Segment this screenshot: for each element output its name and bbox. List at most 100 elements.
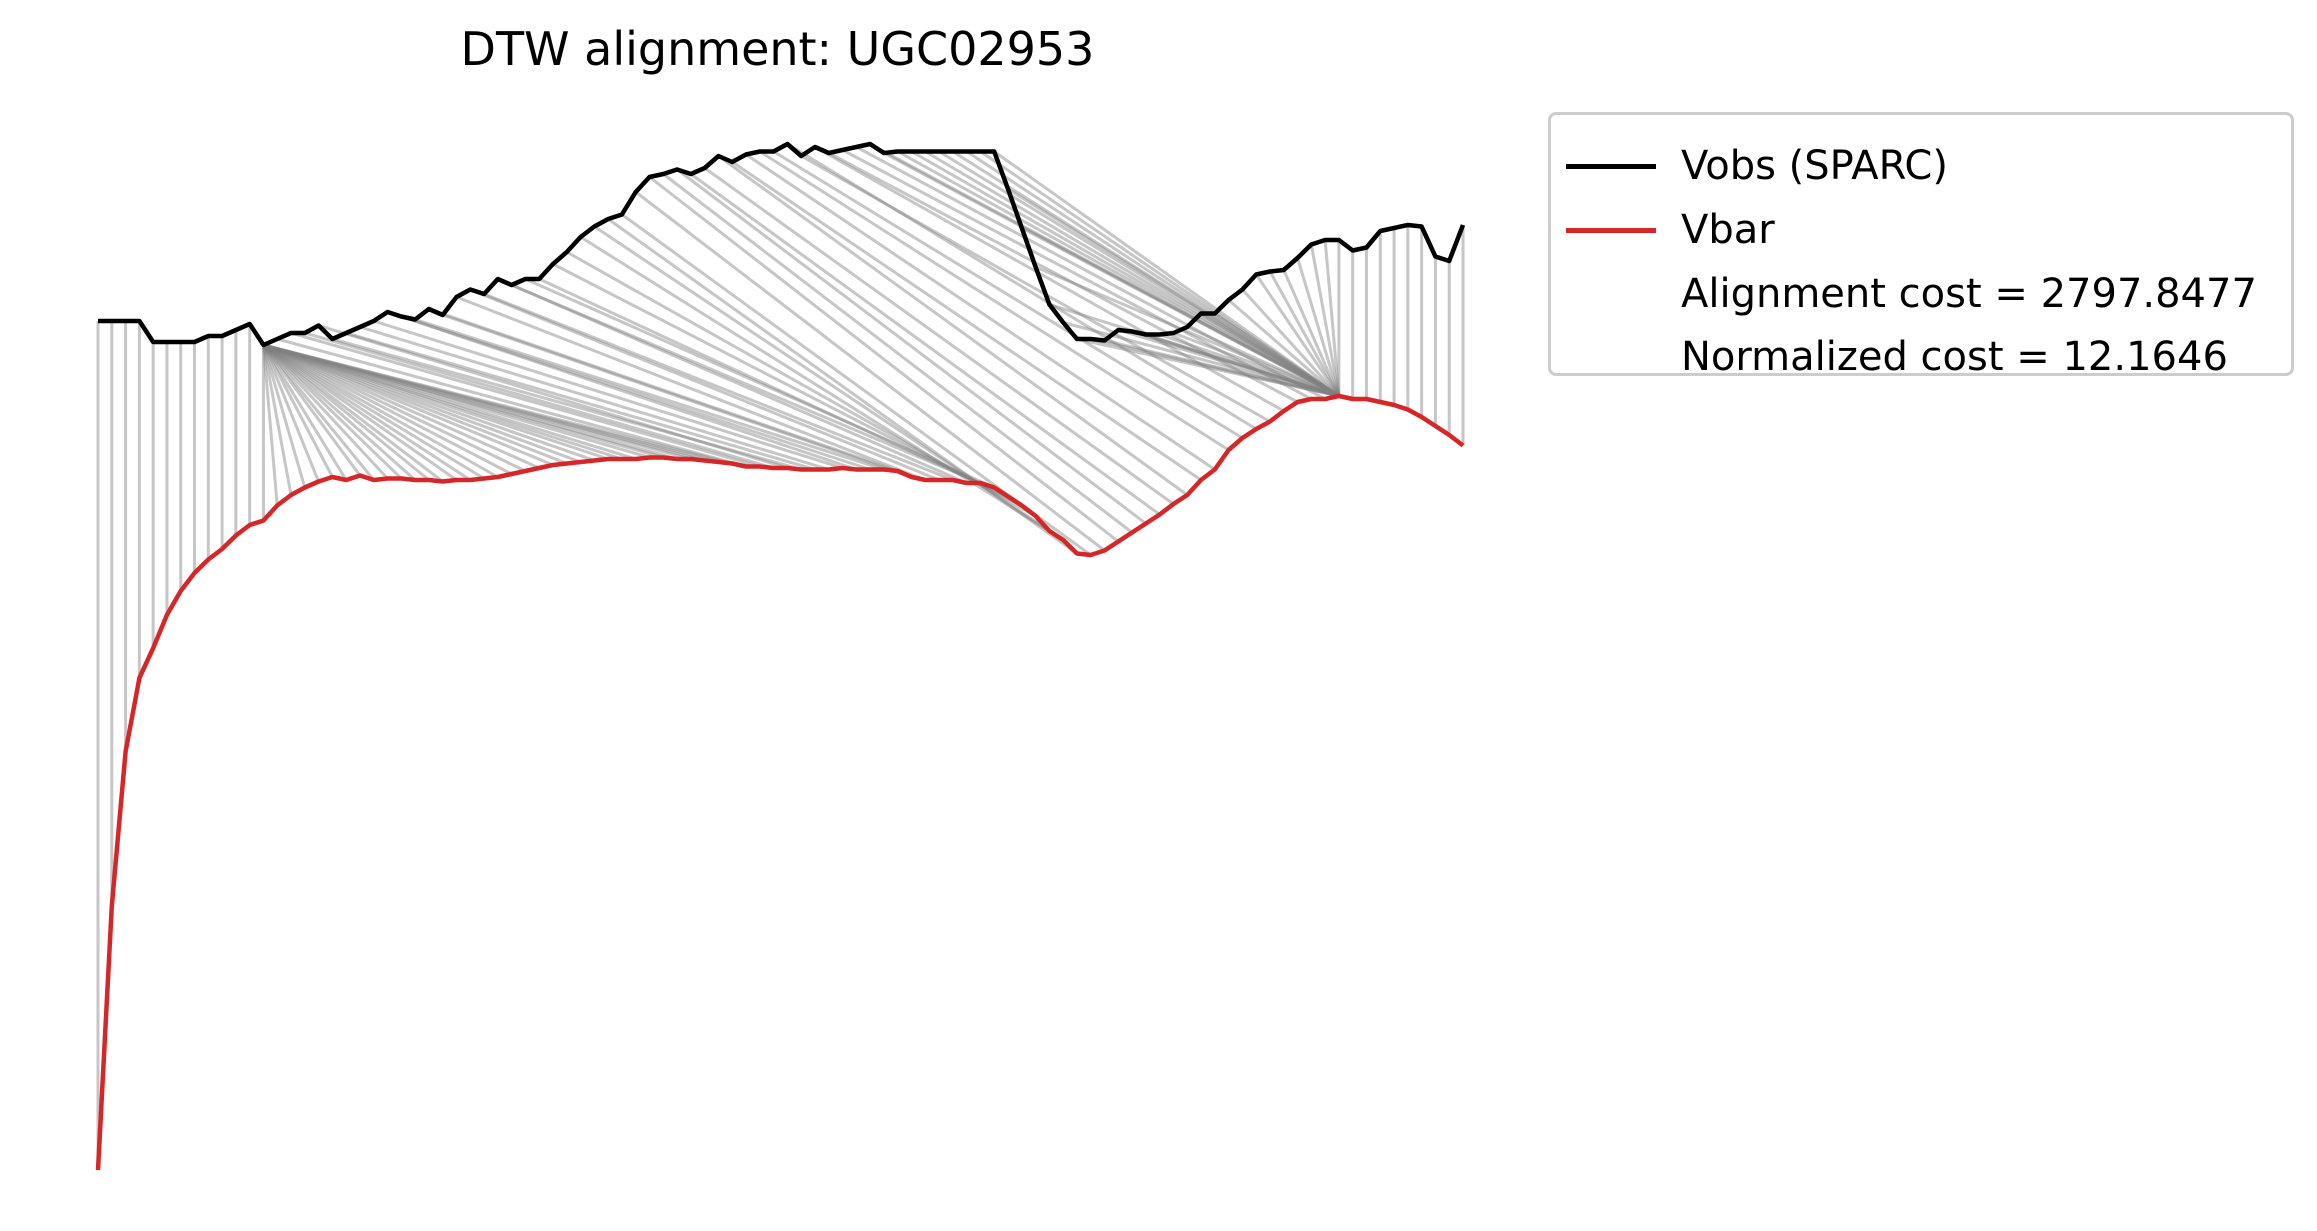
alignment-connector bbox=[261, 344, 279, 506]
alignment-connector bbox=[262, 344, 334, 478]
alignment-connector bbox=[261, 344, 293, 496]
alignment-connector bbox=[1034, 265, 1340, 398]
series-layer bbox=[95, 141, 1466, 1171]
series-line-vbar bbox=[95, 393, 1465, 1171]
alignment-connector bbox=[262, 344, 362, 477]
alignment-connector bbox=[442, 313, 912, 479]
alignment-connector bbox=[304, 331, 775, 470]
alignment-connector bbox=[469, 288, 940, 482]
alignment-connector bbox=[373, 319, 843, 470]
alignment-connector bbox=[924, 150, 1340, 398]
alignment-connector bbox=[1200, 312, 1340, 398]
alignment-connector bbox=[262, 343, 582, 464]
alignment-connector bbox=[262, 343, 527, 473]
alignment-connector bbox=[717, 154, 1189, 497]
alignment-connector bbox=[387, 310, 857, 471]
alignment-connector bbox=[828, 151, 1299, 404]
alignment-connector bbox=[538, 277, 1009, 498]
legend-label-normalized-cost: Normalized cost = 12.1646 bbox=[1681, 334, 2228, 380]
alignment-connector bbox=[993, 150, 1340, 398]
legend: Vobs (SPARC) Vbar Alignment cost = 2797.… bbox=[1548, 112, 2294, 380]
legend-item-alignment-cost: Alignment cost = 2797.8477 bbox=[1551, 265, 2291, 325]
alignment-connector bbox=[263, 343, 664, 459]
alignment-connector bbox=[262, 343, 417, 482]
alignment-connector bbox=[786, 142, 1257, 431]
alignment-connector bbox=[1323, 239, 1341, 397]
alignment-connector bbox=[689, 172, 1161, 516]
alignment-connector bbox=[262, 343, 485, 480]
legend-item-normalized-cost: Normalized cost = 12.1646 bbox=[1551, 328, 2291, 388]
alignment-connector bbox=[910, 150, 1340, 398]
alignment-connector bbox=[814, 145, 1285, 413]
alignment-connector bbox=[263, 343, 678, 461]
alignment-connector bbox=[483, 292, 954, 482]
alignment-connector bbox=[979, 150, 1340, 398]
legend-swatch-vobs bbox=[1566, 164, 1656, 169]
alignment-connector bbox=[1021, 226, 1340, 398]
alignment-connector bbox=[331, 337, 802, 471]
alignment-connector bbox=[262, 343, 568, 465]
alignment-connector bbox=[952, 150, 1340, 398]
legend-item-vbar: Vbar bbox=[1551, 201, 2291, 261]
alignment-connector bbox=[414, 318, 885, 471]
alignment-connector bbox=[276, 337, 747, 468]
alignment-connector bbox=[869, 142, 1340, 398]
legend-swatch-vbar bbox=[1566, 228, 1656, 233]
alignment-connector bbox=[896, 150, 1340, 398]
alignment-connector bbox=[290, 331, 761, 468]
alignment-connector bbox=[262, 343, 458, 482]
alignment-connector bbox=[703, 166, 1175, 506]
alignment-connector bbox=[262, 343, 609, 461]
alignment-connector bbox=[262, 344, 375, 481]
alignment-connector bbox=[745, 153, 1216, 471]
alignment-connector bbox=[634, 190, 1106, 552]
alignment-connector bbox=[1159, 333, 1340, 398]
alignment-connector bbox=[262, 344, 307, 488]
alignment-connector bbox=[263, 343, 706, 462]
legend-label-vbar: Vbar bbox=[1681, 207, 1775, 253]
alignment-connector bbox=[262, 343, 623, 461]
alignment-connector bbox=[1268, 270, 1341, 397]
alignment-connector bbox=[1241, 288, 1341, 398]
alignment-connector bbox=[1104, 339, 1340, 398]
alignment-connector bbox=[455, 295, 926, 482]
alignment-connector bbox=[759, 150, 1230, 452]
alignment-connector bbox=[262, 343, 540, 470]
alignment-connector bbox=[400, 315, 871, 471]
alignment-connector bbox=[262, 343, 595, 462]
alignment-connector bbox=[883, 151, 1340, 398]
alignment-connector bbox=[263, 343, 650, 459]
alignment-connector bbox=[262, 343, 499, 479]
alignment-connector bbox=[1296, 257, 1341, 397]
alignment-connector bbox=[263, 343, 637, 461]
legend-label-vobs: Vobs (SPARC) bbox=[1681, 143, 1948, 189]
alignment-connector bbox=[648, 175, 1120, 543]
alignment-connector bbox=[662, 172, 1134, 534]
alignment-connector bbox=[731, 160, 1202, 482]
alignment-connector bbox=[772, 150, 1244, 440]
series-line-vobs bbox=[98, 141, 1466, 348]
alignment-connector bbox=[938, 150, 1340, 398]
alignment-connector bbox=[1309, 244, 1341, 397]
alignment-connector bbox=[524, 277, 995, 489]
alignment-connector bbox=[1007, 187, 1340, 398]
alignment-connector bbox=[676, 168, 1147, 525]
alignment-connector bbox=[263, 343, 719, 464]
alignment-connector bbox=[855, 145, 1326, 401]
alignment-connector bbox=[1213, 312, 1340, 398]
alignment-connector bbox=[1076, 337, 1340, 398]
alignment-connector bbox=[345, 331, 816, 471]
alignment-connector bbox=[263, 343, 692, 461]
alignment-connector bbox=[428, 307, 899, 473]
legend-label-alignment-cost: Alignment cost = 2797.8477 bbox=[1681, 271, 2257, 317]
alignment-connector bbox=[1186, 325, 1340, 398]
alignment-connector bbox=[262, 344, 320, 483]
alignment-connector bbox=[1254, 273, 1341, 397]
chart-title: DTW alignment: UGC02953 bbox=[460, 22, 1095, 76]
alignment-connector bbox=[318, 324, 788, 470]
alignment-connector bbox=[262, 343, 472, 482]
alignment-connector bbox=[1117, 328, 1340, 398]
alignment-connector bbox=[1048, 303, 1340, 398]
